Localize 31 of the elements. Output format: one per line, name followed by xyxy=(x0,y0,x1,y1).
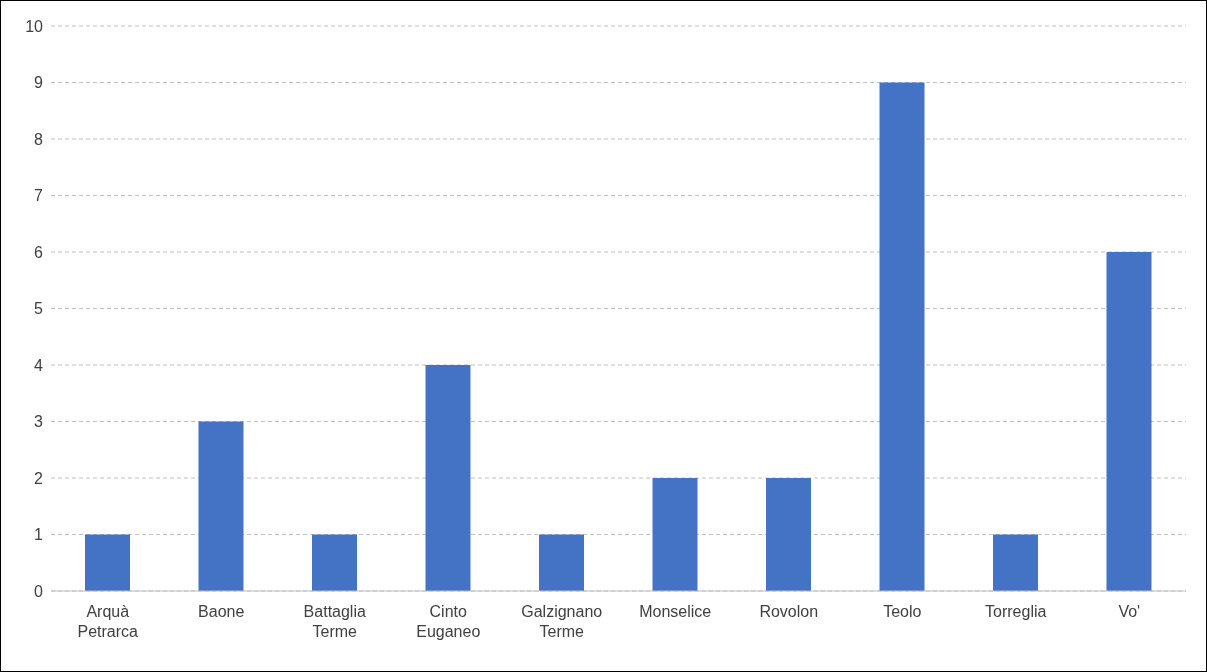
bar xyxy=(198,421,244,591)
x-tick-label: Galzignano Terme xyxy=(521,603,603,640)
bar xyxy=(879,82,925,591)
x-tick-label: Arquà Petrarca xyxy=(77,603,139,640)
x-tick-label: Vo' xyxy=(1118,603,1141,620)
y-tick-label: 3 xyxy=(34,413,44,431)
bar xyxy=(993,534,1038,591)
bar xyxy=(312,534,357,591)
x-tick-label: Teolo xyxy=(883,603,922,620)
y-tick-label: 9 xyxy=(34,74,44,92)
y-tick-label: 7 xyxy=(34,187,44,205)
x-tick-label: Battaglia Terme xyxy=(303,603,366,640)
x-tick-label: Torreglia xyxy=(985,603,1047,620)
bar xyxy=(1106,252,1152,591)
bar xyxy=(539,534,584,591)
bar xyxy=(766,478,811,591)
y-tick-label: 5 xyxy=(34,300,44,318)
bar xyxy=(425,365,471,591)
y-tick-label: 1 xyxy=(34,526,44,544)
x-tick-label: Rovolon xyxy=(759,603,819,620)
x-tick-label: Cinto Euganeo xyxy=(416,603,481,640)
y-tick-label: 10 xyxy=(25,17,44,35)
y-tick-label: 2 xyxy=(34,469,44,487)
y-tick-label: 8 xyxy=(34,130,44,148)
bar xyxy=(85,534,130,591)
y-tick-label: 0 xyxy=(34,582,44,600)
x-tick-label: Monselice xyxy=(639,603,712,620)
y-tick-label: 4 xyxy=(34,356,44,374)
x-tick-label: Baone xyxy=(198,603,245,620)
y-tick-label: 6 xyxy=(34,243,44,261)
bar xyxy=(652,478,698,591)
